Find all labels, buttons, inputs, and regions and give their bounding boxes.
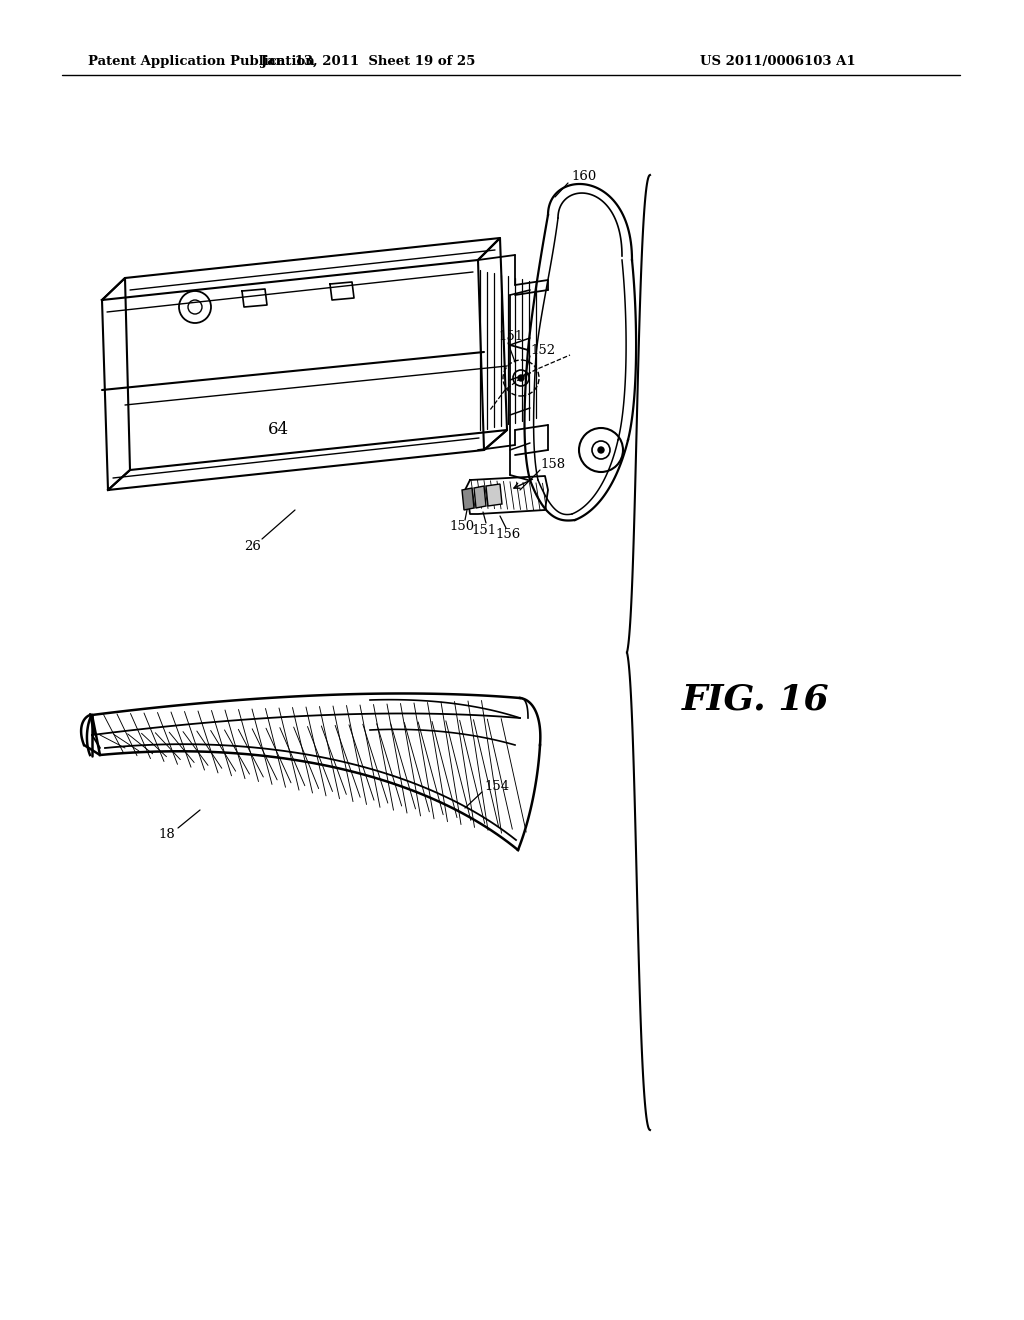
Text: US 2011/0006103 A1: US 2011/0006103 A1 xyxy=(700,55,856,69)
Circle shape xyxy=(598,447,604,453)
Circle shape xyxy=(518,375,524,381)
Text: Patent Application Publication: Patent Application Publication xyxy=(88,55,314,69)
Text: 151: 151 xyxy=(471,524,497,536)
Text: Jan. 13, 2011  Sheet 19 of 25: Jan. 13, 2011 Sheet 19 of 25 xyxy=(261,55,475,69)
Polygon shape xyxy=(462,488,474,510)
Text: 152: 152 xyxy=(530,343,555,356)
Text: 158: 158 xyxy=(540,458,565,471)
Text: 150: 150 xyxy=(450,520,474,532)
Text: 160: 160 xyxy=(571,170,596,183)
Text: 64: 64 xyxy=(267,421,289,438)
Text: 154: 154 xyxy=(484,780,509,793)
Text: 26: 26 xyxy=(245,540,261,553)
Text: 18: 18 xyxy=(159,829,175,842)
Text: 151: 151 xyxy=(498,330,523,343)
Polygon shape xyxy=(486,484,502,506)
Polygon shape xyxy=(474,486,486,508)
Text: FIG. 16: FIG. 16 xyxy=(682,682,829,717)
Text: 156: 156 xyxy=(496,528,520,541)
